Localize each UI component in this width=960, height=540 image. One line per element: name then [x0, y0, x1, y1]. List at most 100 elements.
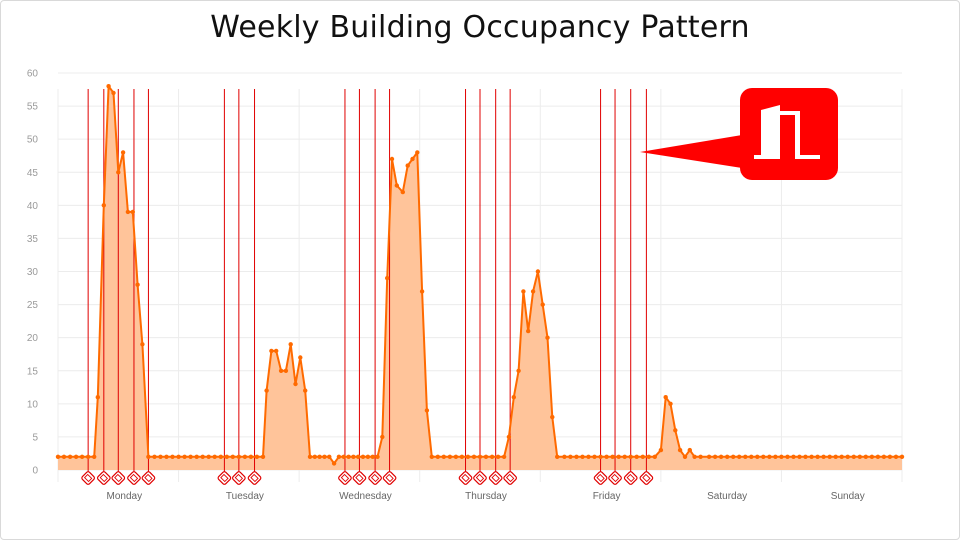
data-point	[194, 454, 199, 459]
axis-layer: 0 5 10 15 20 25 30 35 40 45 50 55 60 Monday Tuesday Wed…	[27, 69, 865, 503]
data-point	[79, 454, 85, 459]
data-point	[718, 454, 724, 459]
data-point	[827, 454, 832, 459]
data-point	[380, 434, 385, 440]
tag-door	[234, 473, 244, 483]
y-tick-label: 20	[27, 333, 39, 344]
data-point	[869, 454, 875, 459]
data-point	[568, 454, 573, 459]
data-point	[465, 454, 471, 459]
data-point	[663, 395, 668, 400]
data-point	[646, 454, 651, 459]
tag-body	[623, 471, 638, 485]
data-point	[580, 454, 585, 459]
data-point	[307, 454, 313, 459]
tag-door	[505, 473, 515, 483]
door-tag-icon	[488, 471, 503, 485]
data-point	[176, 454, 181, 459]
data-point	[677, 447, 683, 453]
data-point	[459, 454, 465, 459]
data-point	[95, 395, 101, 400]
data-point	[634, 454, 639, 459]
tag-door	[370, 473, 380, 483]
data-point	[341, 454, 346, 459]
data-point	[317, 454, 322, 459]
data-point	[67, 454, 73, 459]
data-point	[140, 342, 145, 347]
data-point	[743, 454, 748, 459]
data-point	[737, 454, 742, 459]
data-point	[640, 454, 645, 459]
data-point	[545, 335, 550, 340]
data-point	[260, 454, 266, 459]
y-tick-label: 45	[27, 168, 39, 179]
data-point	[293, 381, 298, 387]
data-point	[516, 368, 521, 373]
data-point	[845, 454, 850, 459]
data-point	[731, 454, 736, 459]
data-point	[521, 289, 526, 294]
data-point	[562, 454, 567, 459]
data-point	[146, 454, 151, 459]
data-point	[410, 156, 415, 162]
data-point	[767, 454, 772, 459]
data-point	[550, 414, 555, 420]
callout-box	[740, 88, 838, 180]
data-point	[101, 203, 107, 208]
tag-door	[475, 473, 485, 483]
data-point	[400, 189, 405, 195]
y-tick-label: 0	[32, 466, 38, 477]
data-point	[483, 454, 489, 459]
data-point	[698, 454, 703, 459]
door-tag-icon	[608, 471, 622, 485]
tag-body	[608, 471, 622, 485]
data-point	[725, 454, 730, 459]
data-point	[622, 454, 627, 459]
data-point	[135, 282, 140, 287]
data-point	[375, 454, 380, 459]
x-tick-label: Wednesday	[339, 491, 392, 502]
data-point	[188, 454, 193, 459]
data-point	[574, 454, 579, 459]
data-point	[360, 454, 366, 459]
data-point	[158, 454, 163, 459]
door-tag-icon	[247, 471, 262, 485]
data-point	[441, 454, 446, 459]
data-point	[322, 454, 327, 459]
data-point	[857, 454, 862, 459]
data-point	[248, 454, 254, 459]
tag-door	[385, 473, 394, 483]
data-point	[791, 454, 796, 459]
data-point	[881, 454, 887, 459]
data-point	[218, 454, 223, 459]
data-point	[755, 454, 760, 459]
door-tag-icon	[382, 471, 397, 485]
data-point	[785, 454, 790, 459]
tag-body	[488, 471, 503, 485]
data-point	[761, 454, 766, 459]
data-point	[346, 454, 351, 459]
data-point	[839, 454, 844, 459]
tag-door	[355, 473, 364, 483]
data-point	[863, 454, 868, 459]
data-point	[893, 454, 899, 459]
tag-body	[81, 471, 95, 485]
data-point	[303, 388, 308, 393]
data-point	[803, 454, 808, 459]
tag-door	[83, 473, 93, 483]
y-tick-label: 5	[32, 432, 38, 443]
tag-door	[220, 473, 229, 483]
data-point	[706, 454, 712, 459]
y-tick-label: 55	[27, 102, 39, 113]
tag-door	[596, 473, 605, 483]
door-tag-icon	[458, 471, 473, 485]
y-tick-label: 10	[27, 399, 39, 410]
data-point	[429, 454, 434, 459]
data-point	[55, 454, 61, 459]
data-point	[106, 84, 111, 89]
tag-door	[144, 473, 153, 483]
event-layer	[87, 89, 647, 472]
x-tick-label: Monday	[107, 491, 143, 502]
tag-body	[382, 471, 397, 485]
door-tag-icon	[368, 471, 382, 485]
